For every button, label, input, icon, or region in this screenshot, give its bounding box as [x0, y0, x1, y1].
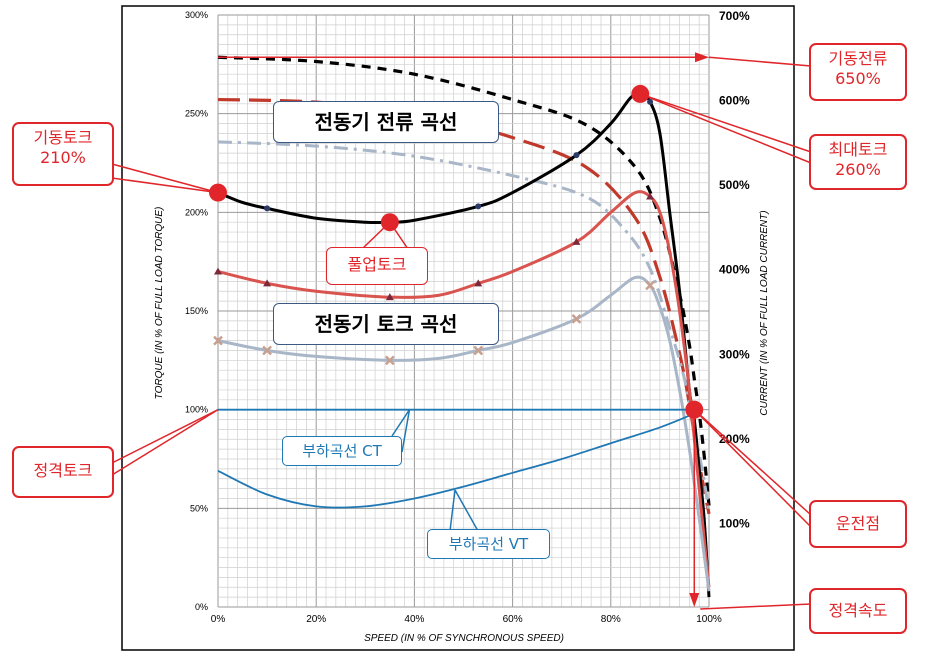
series-marker [214, 267, 222, 275]
highlight-dot [380, 213, 399, 232]
y-right-tick-label: 400% [719, 263, 750, 277]
max-torque-leader-a [640, 93, 812, 153]
rated-speed-leader [700, 603, 812, 610]
series-line-4 [217, 190, 711, 588]
x-tick-label: 80% [601, 614, 621, 625]
callout-start-torque: 기동토크 210% [12, 122, 114, 186]
x-tick-label: 20% [306, 614, 326, 625]
y-left-tick-label: 200% [185, 207, 208, 217]
y-left-tick-label: 0% [195, 602, 208, 612]
highlight-dot [685, 400, 704, 419]
series-line-7 [217, 412, 695, 509]
rated-speed-arrowhead [689, 593, 700, 607]
y-left-tick-label: 250% [185, 109, 208, 119]
series-marker [475, 203, 482, 210]
y-right-tick-label: 100% [719, 516, 750, 530]
series-marker [474, 279, 483, 287]
series-marker [263, 279, 272, 287]
ct-leader-a [391, 409, 411, 437]
x-tick-label: 40% [404, 614, 424, 625]
rated-torque-leader-b [111, 409, 219, 476]
operating-point-leader-b [693, 409, 812, 528]
series-marker [571, 314, 582, 324]
callout-rated-speed: 정격속도 [809, 588, 907, 634]
callout-pullup-torque: 풀업토크 [326, 247, 428, 285]
series-marker [572, 237, 581, 245]
torque-curve-label: 전동기 토크 곡선 [273, 303, 499, 345]
y-axis-right-title: CURRENT (IN % OF FULL LOAD CURRENT) [759, 210, 770, 415]
x-axis-title: SPEED (IN % OF SYNCHRONOUS SPEED) [364, 633, 564, 644]
start-torque-leader-b [111, 177, 219, 194]
y-axis-left-title: TORQUE (IN % OF FULL LOAD TORQUE) [154, 207, 165, 400]
y-right-tick-label: 700% [719, 9, 750, 23]
x-tick-label: 0% [211, 614, 226, 625]
axis-titles: SPEED (IN % OF SYNCHRONOUS SPEED) TORQUE… [154, 207, 770, 644]
callout-max-torque: 최대토크 260% [809, 134, 907, 190]
series-marker [385, 293, 394, 301]
vt-leader-b [454, 489, 479, 532]
series-marker [646, 192, 655, 200]
highlight-dot [209, 183, 227, 202]
y-right-tick-label: 500% [719, 178, 750, 192]
rated-torque-leader-a [111, 408, 219, 464]
series-marker [264, 205, 271, 212]
annotation-lines [111, 52, 812, 610]
highlight-dot [631, 84, 650, 103]
series-marker [647, 98, 654, 105]
series-marker [473, 345, 484, 356]
y-right-tick-label: 600% [719, 94, 750, 108]
y-left-tick-label: 150% [185, 306, 208, 316]
ct-leader-b [401, 409, 411, 453]
current-curve-label: 전동기 전류 곡선 [273, 101, 499, 143]
series-marker [384, 355, 395, 366]
vt-leader-a [449, 489, 456, 532]
y-left-tick-label: 100% [185, 405, 208, 415]
y-left-tick-label: 300% [185, 10, 208, 20]
highlight-points [209, 84, 704, 419]
series-line-5 [217, 275, 711, 592]
operating-point-leader-a [693, 409, 812, 516]
series-marker [645, 280, 655, 291]
max-torque-leader-b [639, 93, 812, 164]
callout-operating-point: 운전점 [809, 500, 907, 548]
y-right-tick-label: 300% [719, 347, 750, 361]
load-curve-vt-label: 부하곡선 VT [427, 529, 550, 559]
series-marker [573, 152, 580, 159]
series-marker [262, 345, 272, 356]
start-current-leader [708, 56, 812, 67]
series-marker [213, 335, 223, 346]
load-curve-ct-label: 부하곡선 CT [282, 436, 402, 466]
x-tick-label: 100% [696, 614, 722, 625]
callout-rated-torque: 정격토크 [12, 446, 114, 498]
start-current-arrowhead [695, 52, 709, 63]
callout-start-current: 기동전류 650% [809, 43, 907, 101]
start-torque-leader-a [111, 163, 219, 194]
x-tick-label: 60% [503, 614, 523, 625]
y-left-tick-label: 50% [190, 503, 208, 513]
